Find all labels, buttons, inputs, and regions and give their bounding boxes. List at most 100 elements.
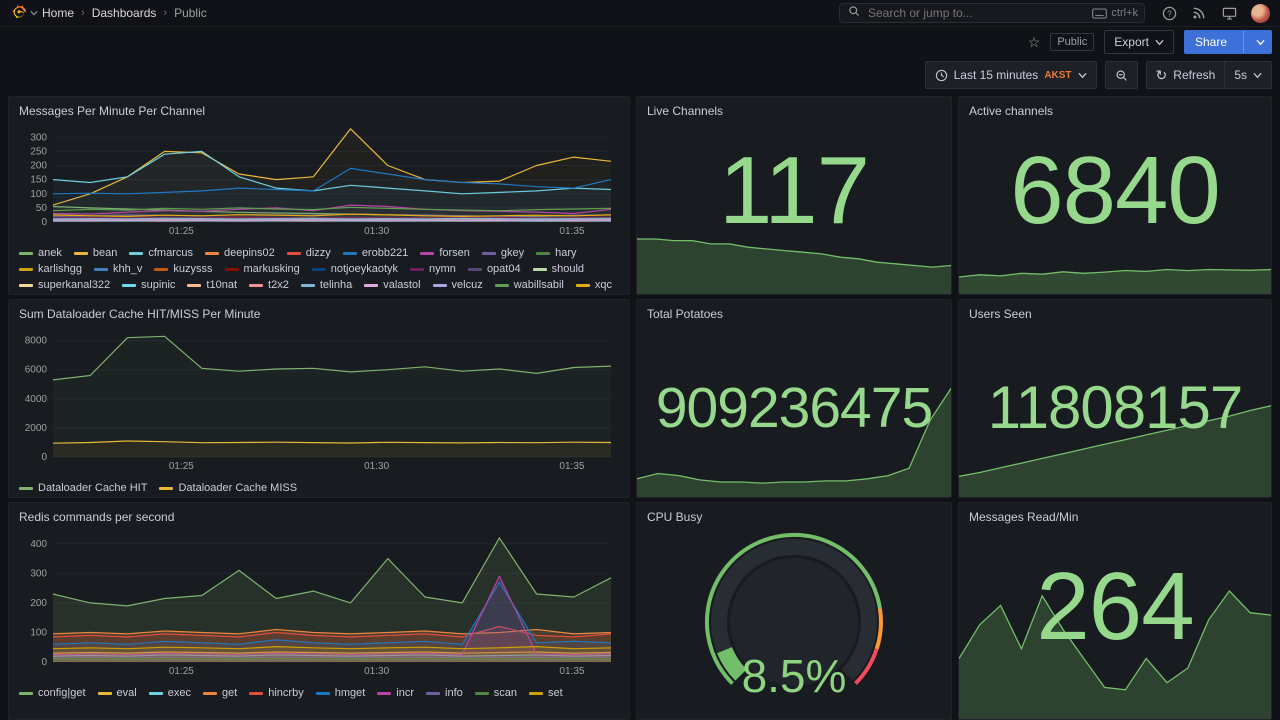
legend-swatch: [129, 252, 144, 255]
panel-title[interactable]: Redis commands per second: [19, 510, 175, 524]
monitor-icon[interactable]: [1221, 5, 1237, 21]
breadcrumb-dashboards[interactable]: Dashboards: [91, 6, 157, 20]
legend-item[interactable]: nymn: [410, 263, 456, 276]
legend-swatch: [364, 284, 379, 287]
panel-users-seen: Users Seen 11808157: [958, 299, 1272, 498]
top-nav: Home › Dashboards › Public ctrl+k ?: [0, 0, 1280, 27]
legend-label: set: [548, 687, 563, 699]
panel-title[interactable]: Live Channels: [647, 104, 724, 118]
legend-label: nymn: [429, 263, 456, 275]
legend-item[interactable]: Dataloader Cache HIT: [19, 482, 147, 495]
messages-line-chart[interactable]: 0 50 100 150 200 250 300 01:25 01:30 01:35: [19, 120, 619, 238]
panel-title[interactable]: Active channels: [969, 104, 1054, 118]
share-button[interactable]: Share: [1183, 30, 1272, 54]
legend-item[interactable]: opat04: [467, 263, 521, 276]
legend-swatch: [532, 268, 547, 271]
legend-item[interactable]: exec: [148, 687, 191, 700]
legend-swatch: [19, 268, 33, 271]
svg-text:01:30: 01:30: [364, 666, 389, 677]
breadcrumb-separator: ›: [81, 7, 85, 19]
legend-item[interactable]: wabillsabil: [494, 279, 564, 292]
user-avatar[interactable]: [1251, 3, 1270, 23]
star-icon[interactable]: ☆: [1027, 34, 1041, 50]
legend-item[interactable]: supinic: [122, 279, 175, 292]
legend-item[interactable]: karlishgg: [19, 263, 82, 276]
legend-label: Dataloader Cache HIT: [38, 482, 148, 494]
legend-item[interactable]: Dataloader Cache MISS: [159, 482, 297, 495]
refresh-interval-label: 5s: [1234, 68, 1247, 82]
legend-item[interactable]: t10nat: [187, 279, 237, 292]
legend-item[interactable]: should: [532, 263, 585, 276]
legend-item[interactable]: set: [529, 687, 563, 700]
legend-label: wabillsabil: [513, 279, 564, 291]
refresh-interval-dropdown[interactable]: 5s: [1225, 61, 1272, 89]
svg-text:400: 400: [30, 539, 47, 550]
legend-item[interactable]: t2x2: [249, 279, 289, 292]
time-range-label: Last 15 minutes: [953, 68, 1039, 82]
dataloader-line-chart[interactable]: 0 2000 4000 6000 8000 01:25 01:30 01:35: [19, 323, 619, 473]
zoom-out-button[interactable]: [1104, 61, 1138, 89]
legend-label: anek: [38, 247, 62, 259]
legend-label: should: [551, 263, 585, 275]
legend-swatch: [575, 284, 590, 287]
visibility-tag[interactable]: Public: [1050, 33, 1095, 51]
grafana-logo-icon[interactable]: [10, 4, 28, 22]
legend-swatch: [420, 252, 435, 255]
legend-item[interactable]: bean: [73, 247, 117, 260]
news-rss-icon[interactable]: [1191, 5, 1207, 21]
legend-item[interactable]: anek: [19, 247, 62, 260]
export-button[interactable]: Export: [1104, 30, 1174, 54]
workspace-caret-icon[interactable]: [30, 9, 38, 17]
legend-swatch: [315, 692, 330, 695]
legend-swatch: [377, 692, 392, 695]
share-label: Share: [1194, 35, 1227, 49]
legend-item[interactable]: markusking: [224, 263, 300, 276]
svg-text:?: ?: [1167, 9, 1172, 18]
panel-title[interactable]: Total Potatoes: [647, 307, 724, 321]
legend-item[interactable]: valastol: [364, 279, 421, 292]
live-channels-sparkline: [637, 238, 951, 294]
legend-item[interactable]: hary: [536, 247, 577, 260]
legend-item[interactable]: scan: [474, 687, 517, 700]
legend-item[interactable]: incr: [377, 687, 414, 700]
legend-item[interactable]: notjoeykaotyk: [311, 263, 398, 276]
panel-title[interactable]: Sum Dataloader Cache HIT/MISS Per Minute: [19, 307, 261, 321]
redis-line-chart[interactable]: 0 100 200 300 400 01:25 01:30 01:35: [19, 526, 619, 678]
legend-item[interactable]: cfmarcus: [129, 247, 193, 260]
legend-item[interactable]: get: [202, 687, 238, 700]
help-icon[interactable]: ?: [1161, 5, 1177, 21]
legend-swatch: [19, 692, 33, 695]
legend-item[interactable]: superkanal322: [19, 279, 110, 292]
legend-item[interactable]: khh_v: [94, 263, 142, 276]
share-menu-chevron[interactable]: [1250, 39, 1271, 46]
svg-text:01:35: 01:35: [559, 666, 584, 677]
panel-title[interactable]: CPU Busy: [647, 510, 703, 524]
panel-title[interactable]: Users Seen: [969, 307, 1032, 321]
svg-text:250: 250: [30, 146, 47, 157]
legend-label: get: [221, 687, 238, 699]
legend-item[interactable]: config|get: [19, 687, 86, 700]
breadcrumb-home[interactable]: Home: [42, 6, 75, 20]
time-range-picker[interactable]: Last 15 minutes AKST: [924, 61, 1097, 89]
panel-title[interactable]: Messages Per Minute Per Channel: [19, 104, 206, 118]
legend-item[interactable]: telinha: [300, 279, 352, 292]
legend-item[interactable]: dizzy: [286, 247, 331, 260]
legend-item[interactable]: forsen: [420, 247, 470, 260]
legend-item[interactable]: deepins02: [204, 247, 275, 260]
legend-item[interactable]: velcuz: [432, 279, 483, 292]
global-search[interactable]: ctrl+k: [839, 3, 1145, 23]
legend-item[interactable]: gkey: [481, 247, 524, 260]
legend-item[interactable]: kuzysss: [154, 263, 213, 276]
legend-item[interactable]: erobb221: [342, 247, 408, 260]
legend-item[interactable]: xqc: [575, 279, 612, 292]
panel-dataloader-cache: Sum Dataloader Cache HIT/MISS Per Minute…: [8, 299, 630, 498]
refresh-button[interactable]: ↻ Refresh: [1145, 61, 1226, 89]
legend-item[interactable]: eval: [97, 687, 137, 700]
legend-label: exec: [167, 687, 191, 699]
legend-item[interactable]: hmget: [315, 687, 365, 700]
panel-title[interactable]: Messages Read/Min: [969, 510, 1079, 524]
search-input[interactable]: [866, 5, 1087, 21]
legend-item[interactable]: info: [426, 687, 463, 700]
chart-area: 0 50 100 150 200 250 300 01:25 01:30 01:35: [9, 120, 629, 243]
legend-item[interactable]: hincrby: [249, 687, 304, 700]
